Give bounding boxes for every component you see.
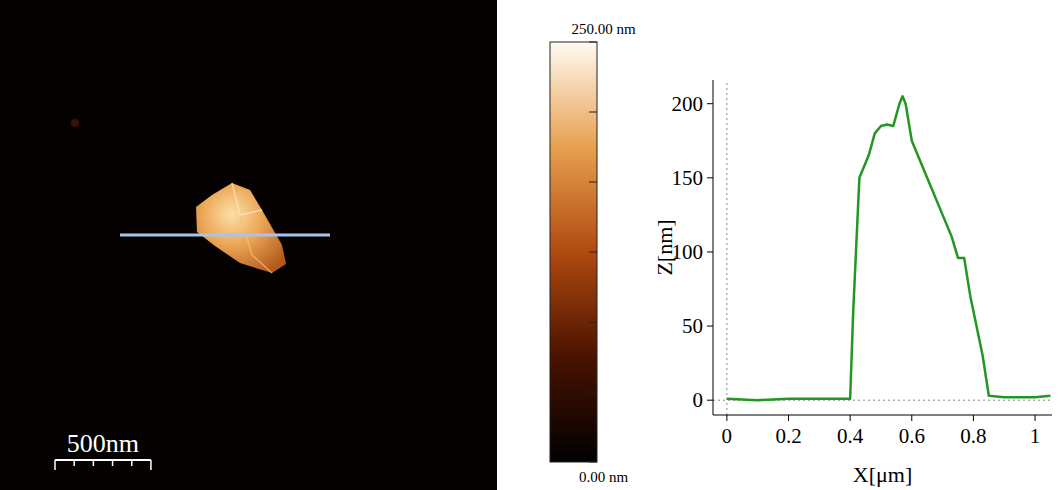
particle-facet	[232, 183, 262, 215]
colorbar-tick	[589, 462, 597, 463]
x-tick-label: 1	[1030, 424, 1041, 448]
figure: 500nm0.00 nm250.00 nm05010015020000.20.4…	[0, 0, 1058, 490]
y-tick	[707, 103, 713, 104]
y-tick	[707, 177, 713, 178]
scale-bar-line	[55, 459, 151, 461]
particle-facet	[240, 215, 272, 273]
x-tick-label: 0.6	[899, 424, 925, 448]
colorbar-minor-tick	[589, 182, 597, 183]
profile-line	[120, 234, 330, 237]
x-axis	[713, 415, 1052, 416]
colorbar-tick	[589, 42, 597, 43]
x-tick	[788, 415, 789, 421]
x-tick	[973, 415, 974, 421]
y-tick-label: 200	[672, 92, 704, 116]
x-tick-label: 0	[722, 424, 733, 448]
y-tick	[707, 326, 713, 327]
x-tick-label: 0.8	[960, 424, 986, 448]
afm-image	[0, 0, 497, 490]
colorbar-minor-tick	[589, 112, 597, 113]
colorbar-minor-tick	[589, 252, 597, 253]
scale-bar-tick	[93, 460, 95, 466]
scale-bar-tick	[112, 460, 114, 466]
y-axis-title: Z[nm]	[652, 219, 677, 275]
scale-bar-tick	[54, 460, 56, 470]
speck	[71, 119, 79, 127]
plot-area	[727, 96, 1051, 400]
x-tick	[726, 415, 727, 421]
x-tick	[911, 415, 912, 421]
x-tick	[1035, 415, 1036, 421]
axes: 05010015020000.20.40.60.81X[μm]Z[nm]	[652, 80, 1052, 487]
colorbar-minor-tick	[589, 322, 597, 323]
scale-bar-tick	[131, 460, 133, 466]
y-tick-label: 0	[693, 388, 704, 412]
colorbar-minor-tick	[589, 392, 597, 393]
zero-line	[726, 80, 727, 415]
y-tick-label: 50	[682, 314, 703, 338]
scale-bar-label: 500nm	[67, 429, 139, 458]
scale-bar: 500nm	[55, 429, 151, 470]
colorbar-label: 250.00 nm	[571, 21, 636, 37]
scale-bar-tick	[73, 460, 75, 466]
y-tick	[707, 251, 713, 252]
y-axis	[713, 80, 714, 415]
colorbar-label: 0.00 nm	[579, 469, 629, 485]
y-tick	[707, 400, 713, 401]
particle	[196, 183, 286, 273]
scale-bar-tick	[150, 460, 152, 470]
y-tick-label: 150	[672, 166, 704, 190]
x-tick	[850, 415, 851, 421]
x-tick-label: 0.2	[775, 424, 801, 448]
colorbar	[550, 42, 597, 462]
x-tick-label: 0.4	[837, 424, 864, 448]
profile-curve	[727, 96, 1051, 400]
x-axis-title: X[μm]	[853, 462, 912, 487]
